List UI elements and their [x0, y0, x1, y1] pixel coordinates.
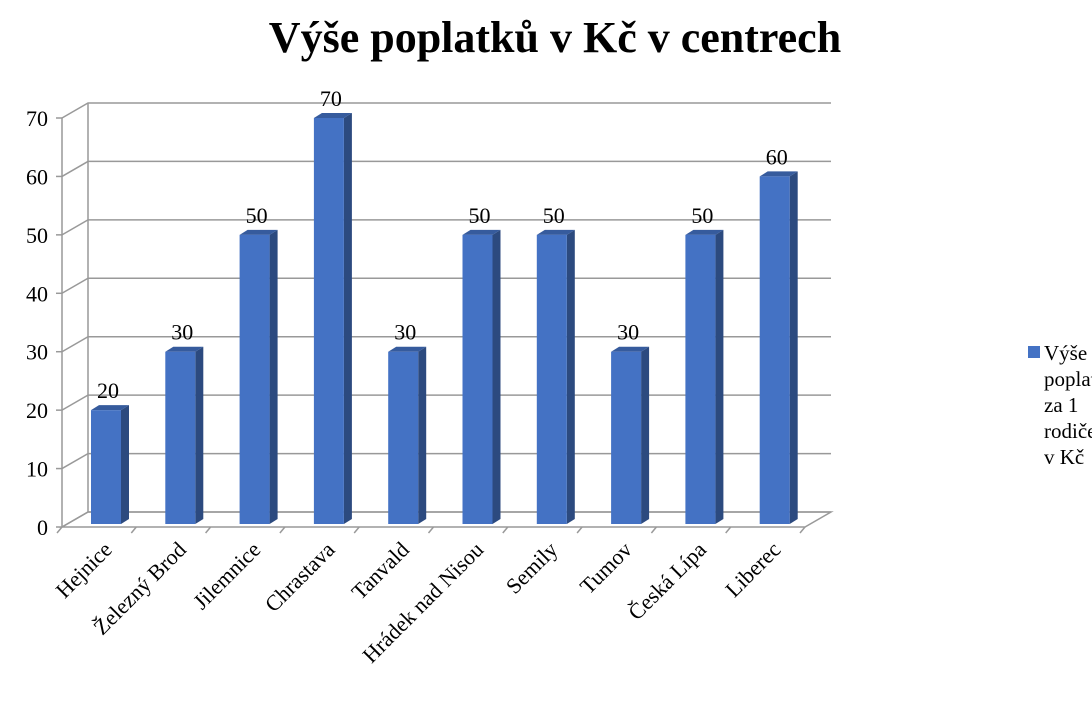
grid-line	[61, 160, 831, 178]
bar-side	[566, 229, 575, 524]
bar-top	[685, 229, 724, 235]
bar-top	[462, 229, 501, 235]
bar-side	[195, 346, 204, 524]
bar-top	[239, 229, 278, 235]
y-tick-label: 10	[26, 457, 48, 482]
bar-side	[641, 346, 650, 524]
value-label: 50	[246, 203, 268, 228]
x-tick-label: Chrastava	[260, 537, 340, 617]
x-tick	[279, 526, 286, 534]
y-tick-label: 50	[26, 223, 48, 248]
grid-line	[61, 335, 831, 353]
value-label: 50	[691, 203, 713, 228]
x-tick-label: Jilemnice	[188, 537, 265, 614]
y-tick-label: 70	[26, 106, 48, 131]
bar-top	[759, 171, 798, 177]
y-tick-label: 60	[26, 164, 48, 189]
x-tick	[725, 526, 732, 534]
chart-title: Výše poplatků v Kč v centrech	[269, 13, 841, 62]
y-tick-label: 20	[26, 398, 48, 423]
value-label: 70	[320, 86, 342, 111]
bar-side	[343, 113, 352, 524]
bar-top	[388, 346, 427, 352]
value-label: 30	[394, 320, 416, 345]
x-tick	[650, 526, 657, 534]
bar-top	[536, 229, 575, 235]
value-label: 50	[469, 203, 491, 228]
x-tick	[502, 526, 509, 534]
bar-top	[91, 405, 129, 411]
bar	[313, 118, 344, 524]
y-tick-label: 0	[37, 515, 48, 540]
bar	[536, 234, 567, 524]
x-tick	[576, 526, 583, 534]
x-tick-label: Semily	[501, 537, 563, 599]
bar	[759, 176, 790, 524]
bar-side	[418, 346, 427, 524]
bar-top	[165, 346, 204, 352]
bar-top	[611, 346, 650, 352]
value-label: 30	[617, 320, 639, 345]
bar	[239, 234, 270, 524]
grid-line	[61, 277, 831, 294]
y-tick-label: 30	[26, 340, 48, 365]
grid-line	[61, 452, 831, 470]
bar	[462, 234, 493, 524]
value-label: 50	[543, 203, 565, 228]
bar-side	[789, 171, 798, 524]
x-tick	[205, 526, 212, 534]
grid-line	[61, 102, 831, 119]
x-tick	[130, 526, 137, 534]
x-tick	[56, 526, 63, 534]
bar-top	[313, 113, 352, 118]
value-label: 30	[171, 320, 193, 345]
bar-side	[492, 229, 501, 524]
x-tick-label: Liberec	[720, 537, 785, 602]
bar-side	[715, 229, 724, 524]
bar	[685, 234, 716, 524]
grid-line	[61, 394, 831, 411]
value-label: 20	[97, 378, 119, 403]
x-tick-label: Hejnice	[51, 537, 117, 603]
bar-side	[269, 229, 278, 524]
y-tick-label: 40	[26, 281, 48, 306]
bar	[611, 351, 642, 524]
bar-side	[121, 405, 129, 524]
x-tick-label: Tanvald	[346, 537, 414, 605]
x-tick	[799, 526, 806, 534]
bar	[91, 410, 121, 524]
legend-label: Výše poplatků za 1 rodiče v Kč	[1044, 341, 1092, 469]
value-label: 60	[766, 144, 788, 169]
x-tick-label: Tumov	[575, 537, 637, 599]
grid-line	[61, 219, 831, 236]
x-tick	[427, 526, 435, 534]
grid-line	[61, 511, 831, 528]
bar	[165, 351, 196, 524]
legend-swatch	[1028, 346, 1040, 358]
x-tick-label: Česká Lípa	[623, 537, 711, 625]
bar	[388, 351, 419, 524]
x-tick	[353, 526, 360, 534]
